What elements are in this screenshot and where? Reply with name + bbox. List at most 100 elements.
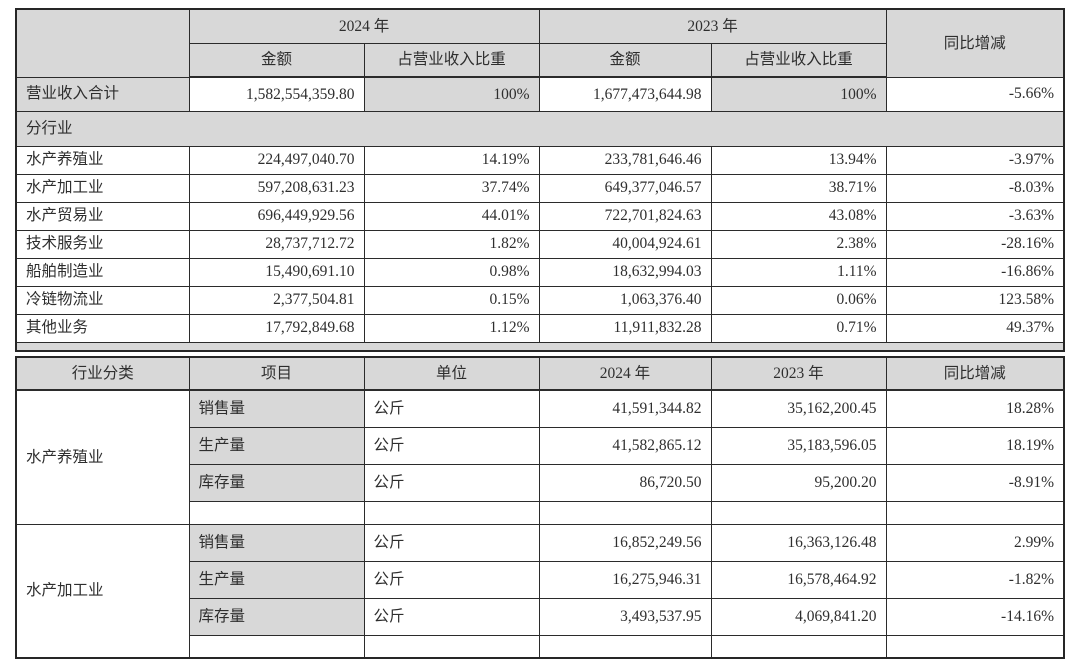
yoy-cell: -5.66% — [885, 76, 1065, 112]
amount-2024-cell: 15,490,691.10 — [188, 257, 365, 287]
yoy-cell: 49.37% — [885, 313, 1065, 343]
unit-header: 单位 — [363, 356, 540, 391]
table-header-row-years: 2024 年 2023 年 同比增减 — [15, 8, 1065, 78]
yoy-cell: -8.03% — [885, 173, 1065, 203]
empty-cell — [710, 634, 887, 659]
item-header: 项目 — [188, 356, 365, 391]
empty-cell — [885, 634, 1065, 659]
yoy-cell: -14.16% — [885, 597, 1065, 636]
value-2023-cell: 16,363,126.48 — [710, 523, 887, 562]
share-2023-cell: 100% — [710, 76, 887, 112]
empty-row — [16, 500, 1065, 525]
table-row: 生产量 公斤 41,582,865.12 35,183,596.05 18.19… — [16, 426, 1065, 465]
table-row: 库存量 公斤 86,720.50 95,200.20 -8.91% — [16, 463, 1065, 502]
amount-2023-cell: 233,781,646.46 — [538, 145, 712, 175]
empty-cell — [363, 634, 540, 659]
amount-2023-cell: 722,701,824.63 — [538, 201, 712, 231]
empty-row — [16, 634, 1065, 659]
yoy-cell: -28.16% — [885, 229, 1065, 259]
amount-2023-cell: 1,063,376.40 — [538, 285, 712, 315]
empty-cell — [188, 500, 365, 525]
share-2024-cell: 1.82% — [363, 229, 540, 259]
share-2024-cell: 14.19% — [363, 145, 540, 175]
table-row: 库存量 公斤 3,493,537.95 4,069,841.20 -14.16% — [16, 597, 1065, 636]
share-2023-cell: 43.08% — [710, 201, 887, 231]
amount-2024-cell: 224,497,040.70 — [188, 145, 365, 175]
value-2024-cell: 86,720.50 — [538, 463, 712, 502]
truncated-row — [15, 341, 1065, 352]
share-2024-cell: 44.01% — [363, 201, 540, 231]
value-2023-cell: 35,162,200.45 — [710, 389, 887, 428]
amount-2023-cell: 1,677,473,644.98 — [538, 76, 712, 112]
row-label: 其他业务 — [15, 313, 190, 343]
amount-2024-cell: 17,792,849.68 — [188, 313, 365, 343]
item-cell: 生产量 — [188, 426, 365, 465]
unit-cell: 公斤 — [363, 426, 540, 465]
table-header-row: 行业分类 项目 单位 2024 年 2023 年 同比增减 — [15, 356, 1065, 391]
share-2023-cell: 0.06% — [710, 285, 887, 315]
table-row: 水产加工业 销售量 公斤 16,852,249.56 16,363,126.48… — [15, 523, 1065, 659]
section-label: 分行业 — [15, 110, 1065, 147]
industry-label: 水产加工业 — [15, 523, 190, 659]
unit-cell: 公斤 — [363, 597, 540, 636]
amount-2024-header: 金额 — [188, 42, 365, 78]
amount-2023-cell: 11,911,832.28 — [538, 313, 712, 343]
unit-cell: 公斤 — [363, 560, 540, 599]
value-2023-cell: 35,183,596.05 — [710, 426, 887, 465]
industry-label: 水产养殖业 — [15, 389, 190, 525]
share-2023-cell: 1.11% — [710, 257, 887, 287]
share-2024-cell: 1.12% — [363, 313, 540, 343]
yoy-cell: 18.19% — [885, 426, 1065, 465]
year-2023-header: 2023 年 — [710, 356, 887, 391]
row-label: 冷链物流业 — [15, 285, 190, 315]
section-row: 分行业 — [15, 110, 1065, 147]
industry-header: 行业分类 — [15, 356, 190, 391]
yoy-header: 同比增减 — [885, 356, 1065, 391]
truncated-row-cell — [15, 341, 1065, 352]
share-2023-cell: 38.71% — [710, 173, 887, 203]
amount-2023-header: 金额 — [538, 42, 712, 78]
row-label: 水产加工业 — [15, 173, 190, 203]
share-2024-cell: 100% — [363, 76, 540, 112]
share-2024-cell: 37.74% — [363, 173, 540, 203]
value-2024-cell: 16,275,946.31 — [538, 560, 712, 599]
amount-2023-cell: 18,632,994.03 — [538, 257, 712, 287]
share-2024-header: 占营业收入比重 — [363, 42, 540, 78]
amount-2024-cell: 696,449,929.56 — [188, 201, 365, 231]
table-row: 船舶制造业 15,490,691.10 0.98% 18,632,994.03 … — [15, 257, 1065, 287]
empty-cell — [538, 634, 712, 659]
amount-2023-cell: 649,377,046.57 — [538, 173, 712, 203]
amount-2024-cell: 28,737,712.72 — [188, 229, 365, 259]
value-2023-cell: 16,578,464.92 — [710, 560, 887, 599]
unit-cell: 公斤 — [363, 463, 540, 502]
yoy-cell: 18.28% — [885, 389, 1065, 428]
year-2023-header: 2023 年 — [538, 8, 887, 44]
row-label: 营业收入合计 — [15, 76, 190, 112]
revenue-by-industry-table: 2024 年 2023 年 同比增减 金额 占营业收入比重 金额 占营业收入比重… — [15, 8, 1066, 352]
item-cell: 生产量 — [188, 560, 365, 599]
item-cell: 库存量 — [188, 463, 365, 502]
share-2023-header: 占营业收入比重 — [710, 42, 887, 78]
value-2024-cell: 41,591,344.82 — [538, 389, 712, 428]
empty-cell — [188, 634, 365, 659]
share-2024-cell: 0.98% — [363, 257, 540, 287]
yoy-header: 同比增减 — [885, 8, 1065, 78]
item-cell: 销售量 — [188, 523, 365, 562]
table-header-row-measures: 金额 占营业收入比重 金额 占营业收入比重 — [16, 42, 1064, 78]
yoy-cell: 2.99% — [885, 523, 1065, 562]
row-label: 水产贸易业 — [15, 201, 190, 231]
value-2024-cell: 41,582,865.12 — [538, 426, 712, 465]
total-revenue-row: 营业收入合计 1,582,554,359.80 100% 1,677,473,6… — [15, 76, 1065, 112]
row-label: 技术服务业 — [15, 229, 190, 259]
value-2024-cell: 3,493,537.95 — [538, 597, 712, 636]
table-row: 水产贸易业 696,449,929.56 44.01% 722,701,824.… — [15, 201, 1065, 231]
table-row: 水产加工业 597,208,631.23 37.74% 649,377,046.… — [15, 173, 1065, 203]
table-row: 水产养殖业 销售量 公斤 41,591,344.82 35,162,200.45… — [15, 389, 1065, 525]
amount-2024-cell: 1,582,554,359.80 — [188, 76, 365, 112]
amount-2024-cell: 597,208,631.23 — [188, 173, 365, 203]
value-2023-cell: 95,200.20 — [710, 463, 887, 502]
share-2023-cell: 2.38% — [710, 229, 887, 259]
unit-cell: 公斤 — [363, 389, 540, 428]
amount-2023-cell: 40,004,924.61 — [538, 229, 712, 259]
